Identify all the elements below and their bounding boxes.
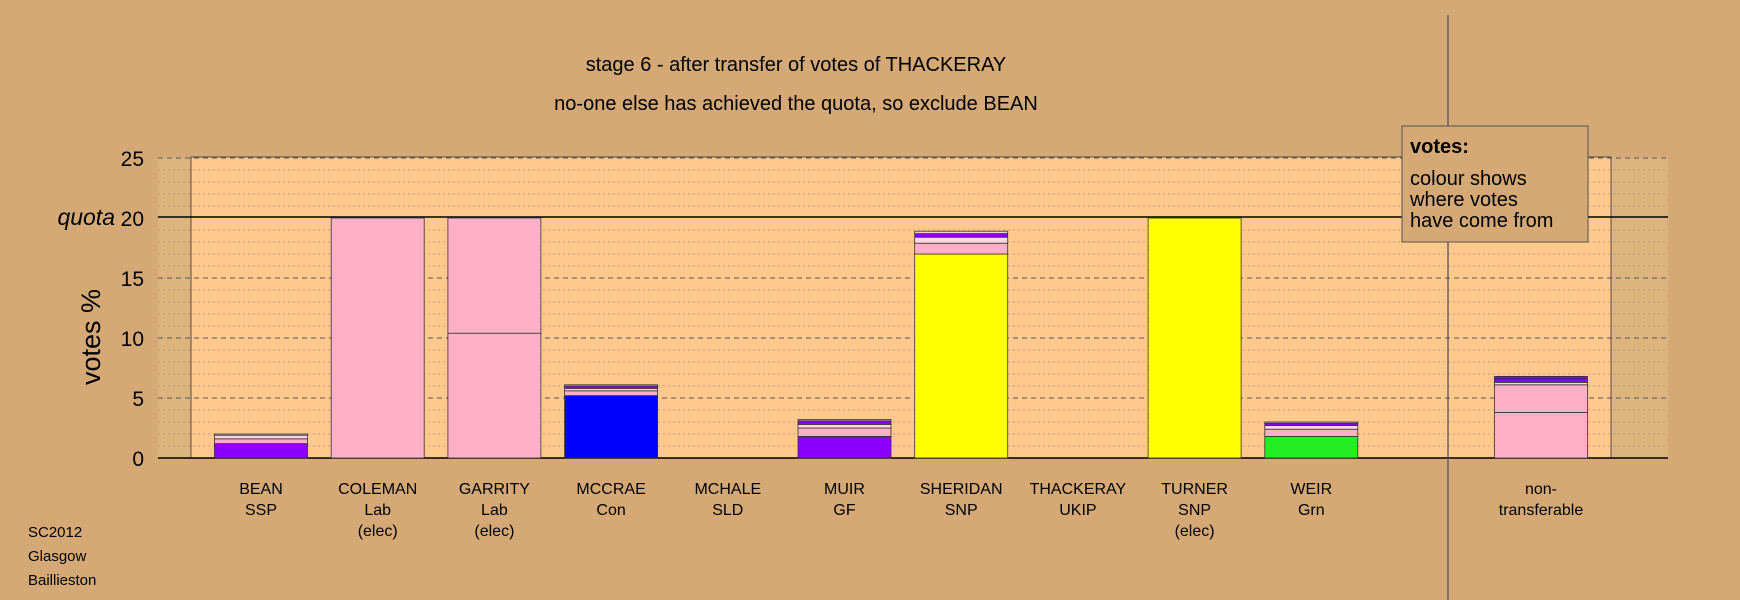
bar-segment <box>914 242 1009 255</box>
candidate-label: (elec) <box>474 523 514 540</box>
bar-segment <box>214 443 308 459</box>
bar-segment <box>1264 421 1359 424</box>
y-tick-label: 15 <box>121 268 144 291</box>
bar-segment <box>564 384 658 387</box>
bar-segment <box>330 217 425 459</box>
candidate-label: Lab <box>364 502 391 519</box>
bar-segment <box>914 253 1009 459</box>
y-tick-label: 20 <box>121 208 144 231</box>
footer-caption: SC2012 Glasgow Baillieston <box>28 521 96 593</box>
bars <box>214 217 1588 459</box>
bar-segment <box>797 435 892 459</box>
candidate-label: (elec) <box>358 523 398 540</box>
legend-line: where votes <box>1409 189 1518 211</box>
non-transferable-label: transferable <box>1499 502 1584 519</box>
y-tick-label: 0 <box>132 448 144 471</box>
y-tick-label: 5 <box>132 388 144 411</box>
x-axis-labels: BEAN SSP COLEMAN Lab (elec) GARRITY Lab (elec) M… <box>239 481 1583 540</box>
candidate-label: COLEMAN <box>338 481 417 498</box>
candidate-label: MCHALE <box>694 481 761 498</box>
candidate-bar <box>797 419 892 459</box>
bar-segment <box>447 332 542 459</box>
bar-segment <box>1264 435 1359 459</box>
candidate-label: (elec) <box>1175 523 1215 540</box>
candidate-label: WEIR <box>1290 481 1332 498</box>
candidate-bar <box>1264 421 1359 459</box>
legend-title: votes: <box>1410 136 1469 158</box>
candidate-bar <box>564 384 658 459</box>
chart-title: stage 6 - after transfer of votes of THA… <box>586 54 1007 76</box>
legend-line: have come from <box>1410 210 1553 232</box>
bar-segment <box>1147 217 1242 459</box>
bar-segment <box>214 438 308 444</box>
candidate-label: THACKERAY <box>1030 481 1127 498</box>
candidate-label: MCCRAE <box>576 481 645 498</box>
bar-segment <box>914 233 1009 238</box>
footer-line: Baillieston <box>28 572 97 589</box>
bar-segment <box>797 419 892 422</box>
bar-segment <box>797 427 892 437</box>
candidate-label: SLD <box>712 502 743 519</box>
bar-segment <box>914 236 1009 244</box>
bar-segment <box>1264 425 1359 430</box>
bar-segment <box>914 230 1009 234</box>
plot-area <box>190 156 1612 459</box>
bar-segment <box>797 423 892 429</box>
footer-line: SC2012 <box>28 524 83 541</box>
legend-box <box>1401 125 1589 243</box>
y-axis-tick-labels: 0 5 10 15 20 25 <box>121 148 144 471</box>
y-axis-label: votes % <box>76 289 106 385</box>
candidate-label: TURNER <box>1161 481 1228 498</box>
bar-segment <box>1264 428 1359 437</box>
non-transferable-bar <box>1494 375 1588 459</box>
legend-line: colour shows <box>1410 168 1527 190</box>
non-transferable-label: non- <box>1525 481 1557 498</box>
candidate-label: GF <box>833 502 855 519</box>
candidate-label: Grn <box>1298 502 1325 519</box>
bar-segment <box>1494 378 1588 383</box>
candidate-label: SNP <box>1178 502 1211 519</box>
candidate-label: Lab <box>481 502 508 519</box>
quota-label: quota <box>57 204 115 230</box>
candidate-bar <box>1147 217 1242 459</box>
candidate-label: MUIR <box>824 481 865 498</box>
y-tick-label: 25 <box>121 148 144 171</box>
bar-segment <box>797 420 892 425</box>
candidate-bar <box>914 230 1009 459</box>
bar-segment <box>1494 384 1588 413</box>
footer-line: Glasgow <box>28 548 87 565</box>
bar-segment <box>1494 375 1588 380</box>
bar-segment <box>447 217 542 334</box>
candidate-bar <box>447 217 542 459</box>
bar-segment <box>214 434 308 440</box>
bar-segment <box>564 390 658 396</box>
candidate-bar <box>330 217 425 459</box>
candidate-label: BEAN <box>239 481 283 498</box>
candidate-label: Con <box>596 502 625 519</box>
chart-subtitle: no-one else has achieved the quota, so e… <box>554 93 1038 115</box>
candidate-bar <box>214 433 308 459</box>
legend: votes: colour shows where votes have com… <box>1401 125 1589 243</box>
candidate-label: GARRITY <box>459 481 530 498</box>
y-tick-label: 10 <box>121 328 144 351</box>
bar-segment <box>564 395 658 459</box>
candidate-label: UKIP <box>1059 502 1096 519</box>
bar-segment <box>214 433 308 436</box>
candidate-label: SNP <box>945 502 978 519</box>
candidate-label: SSP <box>245 502 277 519</box>
candidate-label: SHERIDAN <box>920 481 1003 498</box>
bar-segment <box>1494 411 1588 459</box>
